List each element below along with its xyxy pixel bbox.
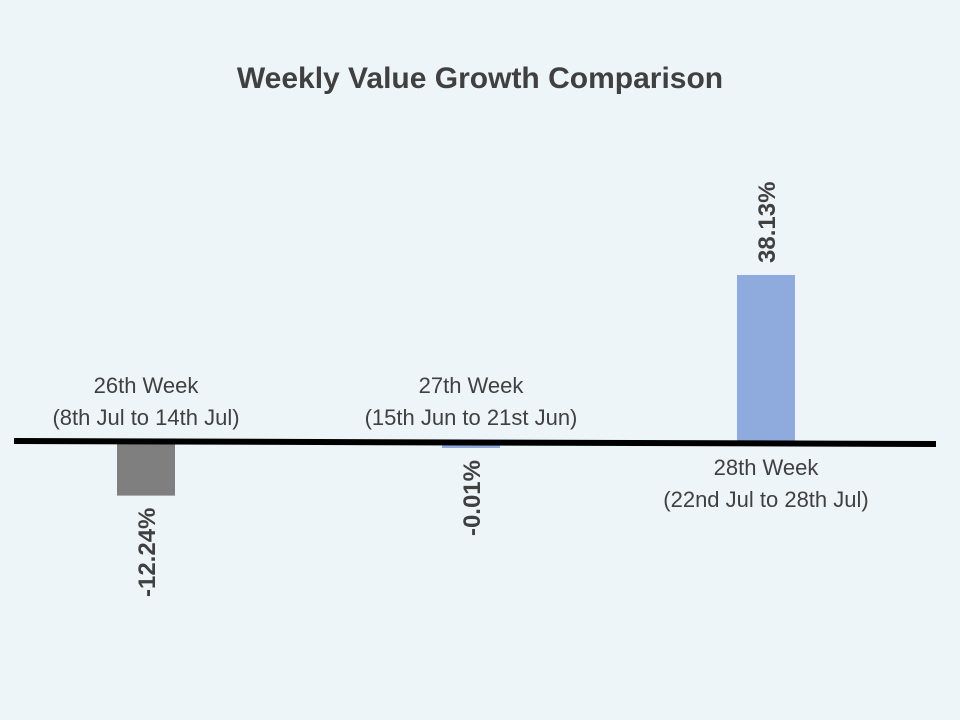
chart-title: Weekly Value Growth Comparison	[237, 62, 723, 95]
category-label-2-line1: 27th Week	[419, 373, 525, 398]
labels-layer: -12.24% 26th Week (8th Jul to 14th Jul) -0.…	[52, 182, 868, 597]
bars-layer	[117, 274, 795, 496]
category-label-3-line1: 28th Week	[714, 455, 820, 480]
value-label-2: -0.01%	[459, 460, 486, 536]
value-label-1: -12.24%	[134, 508, 161, 597]
category-label-1-line2: (8th Jul to 14th Jul)	[52, 405, 239, 430]
bar-1	[117, 442, 175, 496]
category-label-3-line2: (22nd Jul to 28th Jul)	[663, 487, 868, 512]
category-label-2-line2: (15th Jun to 21st Jun)	[365, 405, 578, 430]
bar-3	[737, 274, 795, 442]
zero-axis-line	[13, 438, 937, 447]
value-label-3: 38.13%	[754, 182, 781, 263]
category-label-1-line1: 26th Week	[94, 373, 200, 398]
